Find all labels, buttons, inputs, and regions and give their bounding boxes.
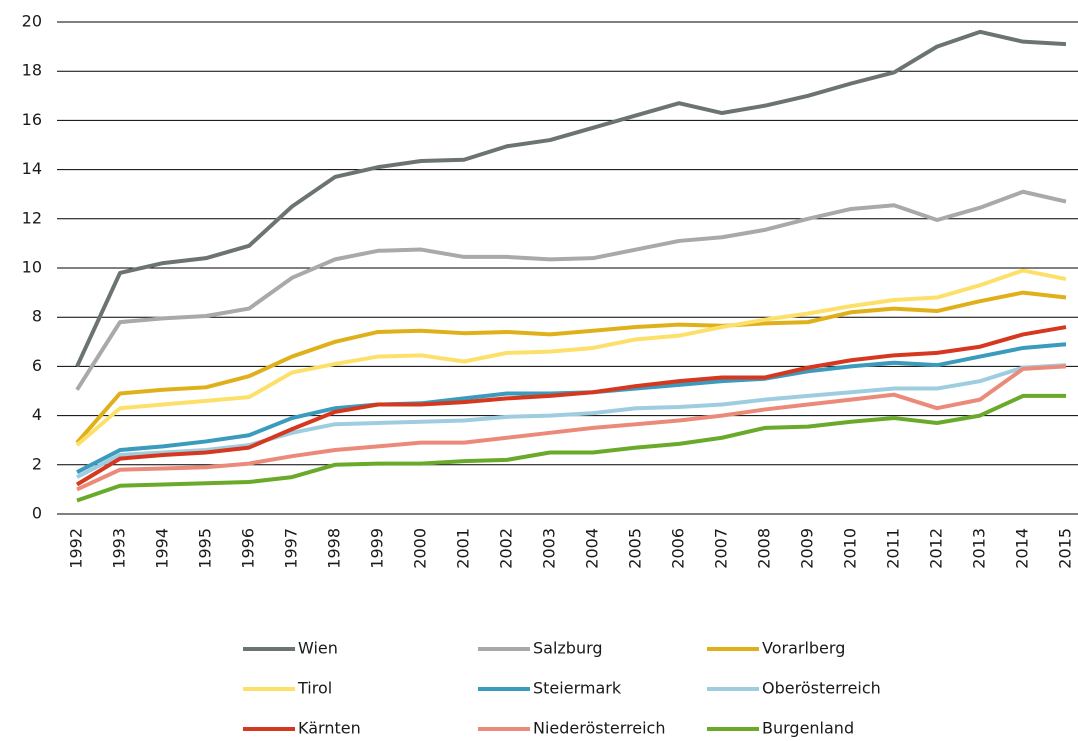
y-tick-label: 10: [22, 258, 42, 277]
series-line: [75, 189, 1067, 391]
legend-label: Vorarlberg: [762, 639, 845, 658]
x-tick-label: 1994: [153, 528, 172, 569]
y-tick-label: 16: [22, 110, 42, 129]
x-tick-label: 1995: [196, 528, 215, 569]
x-tick-label: 1998: [325, 528, 344, 569]
legend-label: Burgenland: [762, 719, 854, 738]
legend-label: Niederösterreich: [533, 719, 665, 738]
x-tick-label: 2012: [927, 528, 946, 569]
series-line: [76, 363, 1067, 479]
legend-label: Salzburg: [533, 639, 603, 658]
x-tick-label: 2009: [798, 528, 817, 569]
x-tick-label: 2006: [669, 528, 688, 569]
x-tick-label: 2004: [583, 528, 602, 569]
legend-label: Tirol: [297, 679, 332, 698]
x-tick-label: 2000: [411, 528, 430, 569]
x-tick-label: 2008: [755, 528, 774, 569]
y-tick-label: 20: [22, 12, 42, 31]
y-tick-label: 4: [32, 405, 42, 424]
y-tick-label: 2: [32, 454, 42, 473]
x-tick-label: 1992: [67, 528, 86, 569]
series-line: [75, 29, 1067, 368]
legend-label: Kärnten: [298, 719, 361, 738]
x-tick-label: 2010: [841, 528, 860, 569]
x-tick-label: 2005: [626, 528, 645, 569]
x-tick-label: 2011: [884, 528, 903, 569]
x-tick-label: 1996: [239, 528, 258, 569]
x-tick-label: 2002: [497, 528, 516, 569]
series-line: [76, 364, 1067, 492]
legend-label: Wien: [298, 639, 338, 658]
x-tick-label: 1993: [110, 528, 129, 569]
y-tick-label: 8: [32, 307, 42, 326]
x-tick-label: 2015: [1056, 528, 1075, 569]
legend-label: Steiermark: [533, 679, 622, 698]
series-line: [75, 268, 1067, 447]
x-tick-label: 2001: [454, 528, 473, 569]
series-line: [75, 290, 1067, 444]
y-tick-label: 14: [22, 159, 42, 178]
x-tick-label: 2007: [712, 528, 731, 569]
y-tick-label: 18: [22, 61, 42, 80]
y-tick-label: 12: [22, 208, 42, 227]
x-tick-label: 2003: [540, 528, 559, 569]
y-tick-label: 6: [32, 356, 42, 375]
legend-label: Oberösterreich: [762, 679, 881, 698]
y-tick-label: 0: [32, 504, 42, 523]
x-tick-label: 1999: [368, 528, 387, 569]
series-line: [76, 393, 1066, 503]
x-tick-label: 2013: [970, 528, 989, 569]
series-line: [75, 325, 1067, 487]
x-tick-label: 1997: [282, 528, 301, 569]
x-tick-label: 2014: [1013, 528, 1032, 569]
